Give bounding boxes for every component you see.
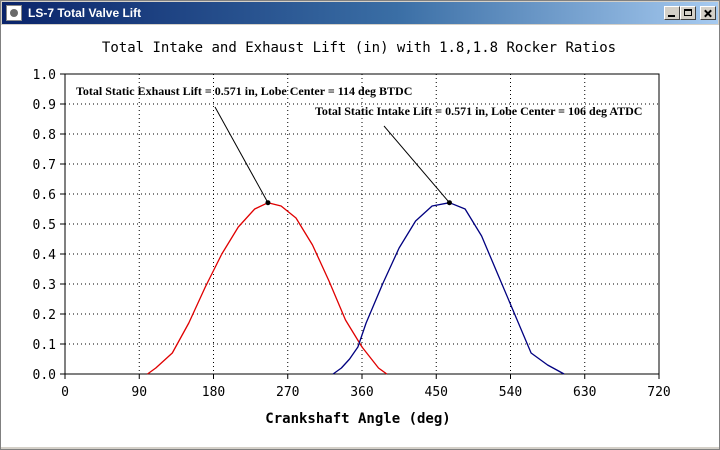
y-tick-label: 0.3	[33, 278, 56, 293]
x-tick-label: 540	[499, 385, 522, 400]
chart-background	[1, 25, 719, 447]
annotation-leader-line	[214, 106, 269, 203]
window-title: LS-7 Total Valve Lift	[28, 6, 142, 20]
annotation-point-marker	[265, 200, 271, 206]
y-tick-label: 0.7	[33, 158, 56, 173]
x-axis-label: Crankshaft Angle (deg)	[265, 411, 450, 427]
y-tick-label: 0.2	[33, 308, 56, 323]
y-tick-label: 0.6	[33, 188, 56, 203]
y-tick-label: 0.0	[33, 368, 56, 383]
x-tick-label: 0	[61, 385, 69, 400]
y-tick-label: 0.5	[33, 218, 56, 233]
x-tick-label: 90	[131, 385, 147, 400]
annotations: Total Static Exhaust Lift = 0.571 in, Lo…	[76, 84, 642, 206]
maximize-button[interactable]	[680, 6, 696, 20]
chart-title: Total Intake and Exhaust Lift (in) with …	[102, 40, 616, 56]
grid	[65, 74, 659, 374]
annotation-label: Total Static Intake Lift = 0.571 in, Lob…	[315, 104, 642, 118]
annotation-label: Total Static Exhaust Lift = 0.571 in, Lo…	[76, 84, 412, 98]
y-tick-label: 0.9	[33, 98, 56, 113]
y-tick-label: 0.1	[33, 338, 56, 353]
x-tick-label: 180	[202, 385, 225, 400]
annotation-leader-line	[383, 125, 450, 204]
close-button[interactable]	[700, 6, 716, 20]
chart-area: Total Intake and Exhaust Lift (in) with …	[1, 25, 719, 447]
y-tick-label: 0.8	[33, 128, 56, 143]
intake-lift-line	[332, 202, 565, 375]
y-tick-label: 1.0	[33, 68, 56, 83]
title-bar[interactable]: LS-7 Total Valve Lift	[2, 2, 718, 24]
annotation-point-marker	[446, 200, 452, 206]
y-tick-label: 0.4	[33, 248, 57, 263]
axis-ticks: 0 90 180 270 360 450 540 630 720 0.0 0.1 0.2 0.3 0.4 0…	[33, 68, 671, 400]
app-icon[interactable]	[6, 5, 22, 21]
x-tick-label: 270	[276, 385, 299, 400]
x-tick-label: 360	[350, 385, 373, 400]
x-tick-label: 630	[573, 385, 596, 400]
x-tick-label: 450	[425, 385, 448, 400]
minimize-button[interactable]	[664, 6, 680, 20]
x-tick-label: 720	[647, 385, 670, 400]
